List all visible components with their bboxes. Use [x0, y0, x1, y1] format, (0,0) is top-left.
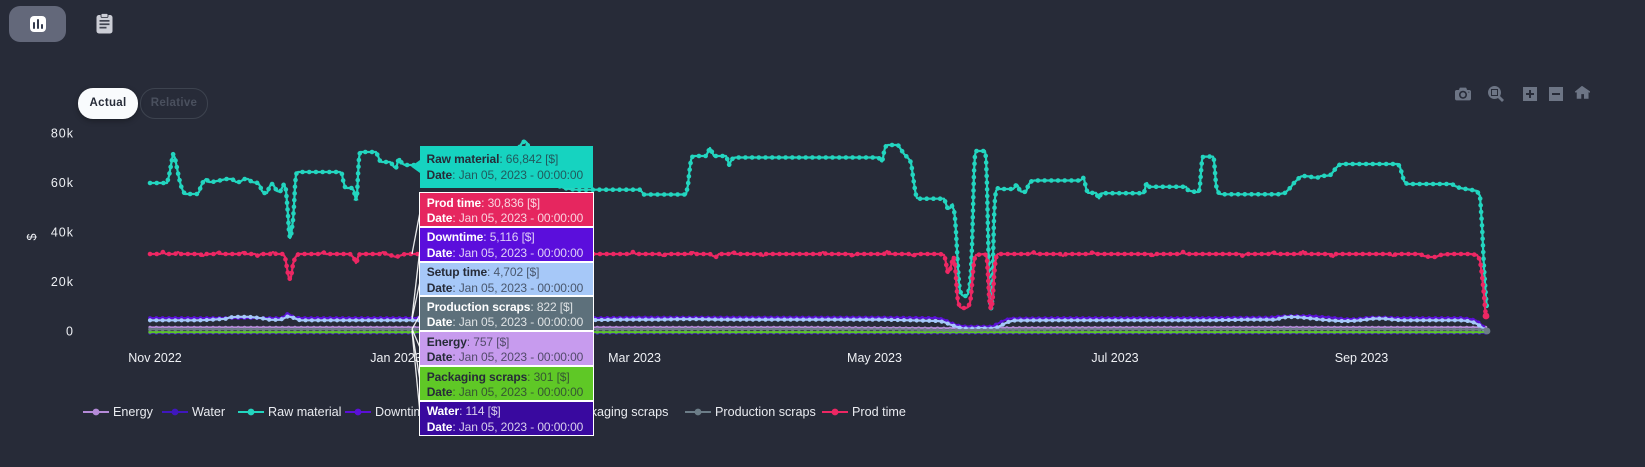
svg-text:40k: 40k [51, 226, 74, 240]
svg-text:Sep 2023: Sep 2023 [1335, 351, 1389, 365]
svg-text:60k: 60k [51, 176, 74, 190]
svg-text:Mar 2023: Mar 2023 [608, 351, 661, 365]
svg-text:80k: 80k [51, 127, 74, 141]
svg-text:May 2023: May 2023 [847, 351, 902, 365]
svg-text:Nov 2022: Nov 2022 [128, 351, 182, 365]
svg-text:$: $ [25, 233, 39, 240]
svg-text:Jul 2023: Jul 2023 [1091, 351, 1138, 365]
svg-text:20k: 20k [51, 275, 74, 289]
svg-text:Jan 2023: Jan 2023 [370, 351, 421, 365]
svg-text:0: 0 [66, 325, 74, 339]
